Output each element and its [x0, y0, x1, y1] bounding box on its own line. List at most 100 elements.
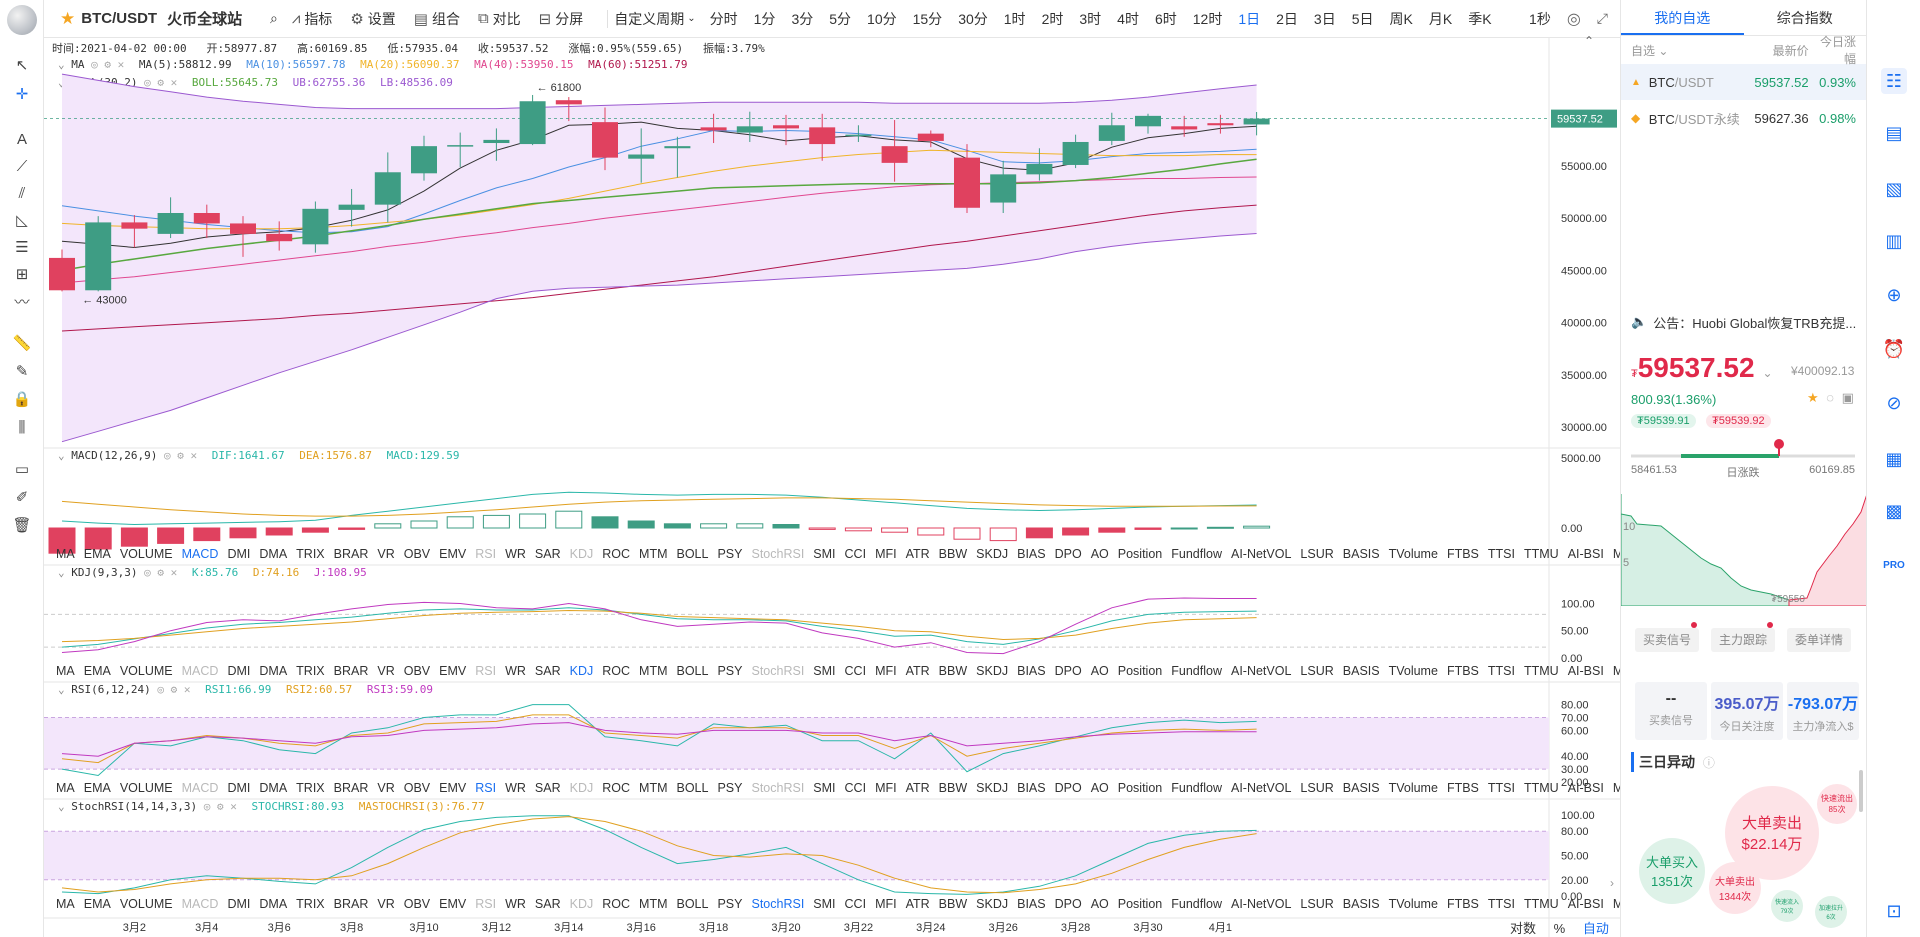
period-1[interactable]: 1分: [753, 10, 776, 27]
search-icon[interactable]: ⌕: [270, 10, 278, 26]
magnet-icon[interactable]: ⫼: [18, 418, 26, 436]
indicator-tab-brar[interactable]: BRAR: [333, 664, 369, 678]
refresh-rate[interactable]: 1秒: [1529, 10, 1551, 27]
indicator-tab-rsi[interactable]: RSI: [475, 897, 497, 911]
indicator-tab-wr[interactable]: WR: [505, 664, 526, 678]
indicator-tab-rsi[interactable]: RSI: [475, 664, 497, 678]
indicator-tab-ai-netvol[interactable]: AI-NetVOL: [1230, 664, 1292, 678]
indicator-tab-cci[interactable]: CCI: [844, 781, 867, 795]
indicator-tab-fundflow[interactable]: Fundflow: [1171, 664, 1222, 678]
indicator-tab-roc[interactable]: ROC: [602, 897, 631, 911]
indicator-tab-sar[interactable]: SAR: [534, 781, 561, 795]
indicator-tab-mtm[interactable]: MTM: [639, 781, 668, 795]
indicator-tab-kdj[interactable]: KDJ: [569, 547, 594, 561]
indicator-tab-obv[interactable]: OBV: [403, 664, 431, 678]
indicator-tab-ttmu[interactable]: TTMU: [1523, 781, 1559, 795]
indicator-tab-lsur[interactable]: LSUR: [1300, 664, 1334, 678]
indicator-tab-stochrsi[interactable]: StochRSI: [751, 781, 805, 795]
symbol-title[interactable]: ★ BTC/USDT 火币全球站: [60, 8, 270, 29]
share-icon[interactable]: ▣: [1841, 390, 1854, 405]
indicator-tab-obv[interactable]: OBV: [403, 897, 431, 911]
indicator-tab-ai-bsi[interactable]: AI-BSI: [1567, 547, 1604, 561]
indicator-tab-emv[interactable]: EMV: [439, 897, 467, 911]
indicator-tab-brar[interactable]: BRAR: [333, 781, 369, 795]
indicator-tab-trix[interactable]: TRIX: [296, 897, 325, 911]
pro-icon[interactable]: PRO: [1883, 559, 1905, 571]
indicator-tab-trix[interactable]: TRIX: [296, 664, 325, 678]
watchlist-row[interactable]: ◆ BTC/USDT永续 59627.36 0.98%: [1621, 100, 1866, 136]
period-7[interactable]: 1时: [1003, 10, 1026, 27]
indicator-tab-atr[interactable]: ATR: [905, 897, 930, 911]
period-9[interactable]: 3时: [1079, 10, 1102, 27]
indicator-tab-lsur[interactable]: LSUR: [1300, 781, 1334, 795]
brush-icon[interactable]: ✎: [15, 363, 29, 380]
gear-icon[interactable]: ⚙: [150, 76, 164, 89]
indicator-tab-basis[interactable]: BASIS: [1342, 547, 1380, 561]
indicator-tab-mfi[interactable]: MFI: [875, 547, 897, 561]
tab-my-watchlist[interactable]: 我的自选: [1621, 0, 1744, 35]
indicator-tab-bias[interactable]: BIAS: [1017, 547, 1046, 561]
indicator-tab-brar[interactable]: BRAR: [333, 897, 369, 911]
period-18[interactable]: 月K: [1428, 10, 1453, 27]
market-overview-icon[interactable]: ▤: [1885, 122, 1903, 143]
indicator-tab-atr[interactable]: ATR: [905, 781, 930, 795]
indicator-tab-bias[interactable]: BIAS: [1017, 897, 1046, 911]
indicator-tab-sar[interactable]: SAR: [534, 897, 561, 911]
indicator-tab-ttmu[interactable]: TTMU: [1523, 897, 1559, 911]
indicator-tab-rsi[interactable]: RSI: [475, 781, 497, 795]
indicator-tab-ttmu[interactable]: TTMU: [1523, 547, 1559, 561]
indicator-tab-macd[interactable]: MACD: [181, 781, 219, 795]
indicator-tab-ao[interactable]: AO: [1090, 547, 1109, 561]
lock-icon[interactable]: 🔒: [12, 391, 32, 408]
order-details-button[interactable]: 委单详情: [1787, 628, 1851, 652]
collapse-chevron-icon[interactable]: ⌄: [58, 449, 72, 462]
indicator-tab-vr[interactable]: VR: [377, 547, 395, 561]
news-icon[interactable]: ▦: [1885, 448, 1903, 469]
indicator-tab-volume[interactable]: VOLUME: [119, 664, 173, 678]
period-5[interactable]: 15分: [912, 10, 943, 27]
indicator-tab-mfi[interactable]: MFI: [875, 664, 897, 678]
favorite-star-icon[interactable]: ★: [1807, 390, 1819, 405]
period-10[interactable]: 4时: [1117, 10, 1139, 27]
indicator-tab-psy[interactable]: PSY: [717, 897, 743, 911]
gear-icon[interactable]: ⚙: [210, 800, 224, 813]
indicator-tab-psy[interactable]: PSY: [717, 664, 743, 678]
indicator-tab-stochrsi[interactable]: StochRSI: [751, 547, 805, 561]
indicator-tab-ttsi[interactable]: TTSI: [1487, 547, 1515, 561]
indicator-tab-position[interactable]: Position: [1117, 897, 1163, 911]
indicator-tab-boll[interactable]: BOLL: [676, 547, 709, 561]
trend-line-icon[interactable]: ⟋: [16, 157, 28, 175]
help-icon[interactable]: ⓘ: [1702, 756, 1715, 770]
indicator-tab-tvolume[interactable]: TVolume: [1388, 781, 1438, 795]
indicator-tab-basis[interactable]: BASIS: [1342, 664, 1380, 678]
close-icon[interactable]: ✕: [183, 449, 198, 462]
indicator-tab-ema[interactable]: EMA: [83, 664, 111, 678]
eye-icon[interactable]: ◎: [84, 58, 98, 71]
indicator-tab-position[interactable]: Position: [1117, 664, 1163, 678]
period-19[interactable]: 季K: [1468, 10, 1492, 27]
eye-icon[interactable]: ◎: [157, 449, 171, 462]
bubble-fast-outflow[interactable]: 快速流出 85次: [1817, 784, 1857, 824]
collapse-chevron-icon[interactable]: ⌄: [58, 800, 72, 813]
period-11[interactable]: 6时: [1154, 10, 1177, 27]
indicator-tab-ao[interactable]: AO: [1090, 664, 1109, 678]
indicator-tab-vr[interactable]: VR: [377, 897, 395, 911]
indicator-tab-bias[interactable]: BIAS: [1017, 781, 1046, 795]
alarm-clock-icon[interactable]: ⏰: [1882, 338, 1906, 359]
collapse-panel-icon[interactable]: ⌃: [1584, 34, 1595, 48]
whale-track-button[interactable]: 主力跟踪: [1711, 628, 1775, 652]
eye-icon[interactable]: ◎: [137, 566, 151, 579]
indicator-tab-basis[interactable]: BASIS: [1342, 897, 1380, 911]
indicator-tab-ai-bsi[interactable]: AI-BSI: [1567, 781, 1604, 795]
period-14[interactable]: 2日: [1276, 10, 1298, 27]
indicator-tab-psy[interactable]: PSY: [717, 781, 743, 795]
close-icon[interactable]: ✕: [223, 800, 237, 813]
indicator-tab-bbw[interactable]: BBW: [938, 547, 968, 561]
triangle-tool-icon[interactable]: ◺: [16, 212, 28, 229]
scrollbar[interactable]: [1859, 770, 1863, 812]
indicator-tab-roc[interactable]: ROC: [602, 547, 631, 561]
indicator-tab-wr[interactable]: WR: [505, 547, 526, 561]
indicator-tab-mtm[interactable]: MTM: [639, 664, 668, 678]
collapse-chevron-icon[interactable]: ⌄: [58, 58, 72, 71]
indicator-tab-ftbs[interactable]: FTBS: [1446, 781, 1479, 795]
